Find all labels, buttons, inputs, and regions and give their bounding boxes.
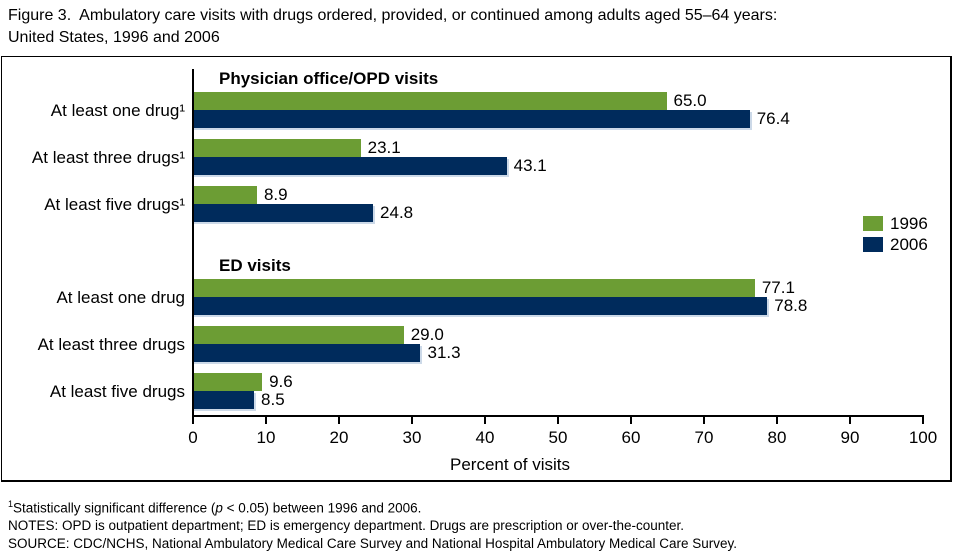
x-axis-tick <box>703 415 705 424</box>
x-axis-tick-label: 30 <box>402 428 422 447</box>
footnote-notes: NOTES: OPD is outpatient department; ED … <box>8 518 685 533</box>
category-label: At least three drugs¹ <box>31 148 185 167</box>
legend-item-1996: 1996 <box>863 213 928 234</box>
category-label: At least one drug <box>56 288 185 307</box>
x-axis-tick-label: 100 <box>908 428 938 447</box>
footnote-source: SOURCE: CDC/NCHS, National Ambulatory Me… <box>8 535 738 551</box>
x-axis-tick <box>849 415 851 424</box>
category-label: At least five drugs¹ <box>44 195 185 214</box>
legend-label: 2006 <box>890 234 928 254</box>
x-axis-tick-label: 60 <box>621 428 641 447</box>
x-axis-tick <box>338 415 340 424</box>
x-axis-tick-label: 20 <box>329 428 349 447</box>
x-axis-tick <box>557 415 559 424</box>
x-axis-tick <box>922 415 924 424</box>
value-label: 65.0 <box>673 91 707 110</box>
y-axis-line <box>192 69 194 417</box>
x-axis-tick-label: 40 <box>475 428 495 447</box>
bar-2006 <box>192 110 750 128</box>
category-label: At least one drug¹ <box>50 101 185 120</box>
footnotes: 1Statistically significant difference (p… <box>8 496 952 552</box>
x-axis-tick-label: 0 <box>188 428 198 447</box>
bar-2006 <box>192 391 255 409</box>
category-label: At least three drugs <box>37 335 185 354</box>
chart-box: Physician office/OPD visits At least one … <box>1 56 952 482</box>
value-label: 9.6 <box>269 372 293 391</box>
value-label: 29.0 <box>410 325 444 344</box>
plot-area: Physician office/OPD visits At least one … <box>2 57 950 480</box>
x-axis-tick <box>411 415 413 424</box>
bar-1996 <box>192 373 263 391</box>
bar-2006 <box>192 204 374 222</box>
x-axis-tick-label: 90 <box>840 428 860 447</box>
value-label: 8.9 <box>263 185 288 204</box>
bar-1996 <box>192 279 755 297</box>
legend-label: 1996 <box>890 213 928 233</box>
value-label: 77.1 <box>761 278 795 297</box>
x-axis-title: Percent of visits <box>450 455 570 474</box>
x-axis-tick-label: 70 <box>694 428 714 447</box>
legend-item-2006: 2006 <box>863 234 928 255</box>
value-label: 31.3 <box>427 343 461 362</box>
bar-2006 <box>192 344 421 362</box>
figure-title-line1: Figure 3. Ambulatory care visits with dr… <box>8 7 778 24</box>
bar-1996 <box>192 92 667 110</box>
value-label: 8.5 <box>261 390 285 409</box>
x-axis-tick <box>776 415 778 424</box>
legend-swatch-1996 <box>863 216 883 231</box>
legend-swatch-2006 <box>863 237 883 252</box>
value-label: 23.1 <box>367 138 401 157</box>
bar-1996 <box>192 139 361 157</box>
x-axis-tick-label: 10 <box>256 428 276 447</box>
bar-2006 <box>192 157 507 175</box>
x-axis-tick-label: 50 <box>548 428 568 447</box>
value-label: 43.1 <box>513 156 547 175</box>
footnote-significance: 1Statistically significant difference (p… <box>8 499 422 516</box>
legend: 1996 2006 <box>863 213 928 255</box>
figure-title: Figure 3. Ambulatory care visits with dr… <box>8 5 952 49</box>
x-axis-tick <box>265 415 267 424</box>
x-axis-tick-label: 80 <box>767 428 787 447</box>
x-axis-tick <box>192 415 194 424</box>
bar-1996 <box>192 186 257 204</box>
value-label: 78.8 <box>774 296 808 315</box>
bar-2006 <box>192 297 768 315</box>
value-label: 76.4 <box>756 109 790 128</box>
x-axis-tick <box>484 415 486 424</box>
group-heading: ED visits <box>219 256 291 275</box>
x-axis-tick <box>630 415 632 424</box>
bar-1996 <box>192 326 404 344</box>
figure-title-line2: United States, 1996 and 2006 <box>8 29 220 46</box>
group-heading: Physician office/OPD visits <box>219 69 439 88</box>
value-label: 24.8 <box>380 203 414 222</box>
footnote-superscript: 1 <box>8 499 14 509</box>
category-label: At least five drugs <box>49 382 185 401</box>
